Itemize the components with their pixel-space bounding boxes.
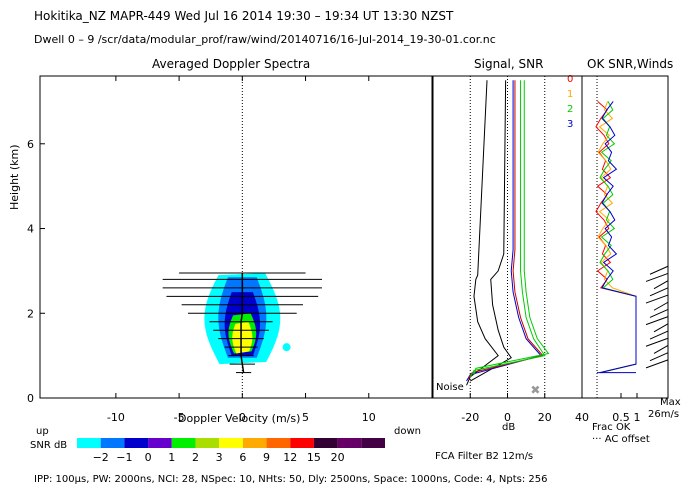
header-line2: Dwell 0 – 9 /scr/data/modular_prof/raw/w… — [34, 33, 496, 46]
snr-color-scale: −2 −1 0 1 2 3 6 9 12 15 20 — [77, 438, 385, 464]
wind-barb — [649, 265, 669, 275]
wind-barb — [653, 345, 669, 354]
snr-color-swatch — [361, 438, 385, 448]
wind-barb — [649, 352, 669, 362]
snr-tick-label: 3 — [216, 451, 223, 464]
snr-tick-label: 6 — [239, 451, 246, 464]
y-tick-label: 4 — [27, 223, 34, 236]
y-tick-label: 0 — [27, 392, 34, 405]
x-axis-label: Doppler Velocity (m/s) — [178, 412, 301, 425]
wind-barb — [645, 359, 669, 369]
label-down: down — [394, 426, 421, 437]
winds-panel: 0.5 1 — [581, 75, 669, 424]
x-tick-label: 10 — [362, 411, 376, 424]
max-speed-label: 26m/s — [648, 409, 680, 420]
signal-title: Signal, SNR — [474, 57, 544, 71]
wind-barb — [649, 330, 669, 340]
snr-tick-label: 2 — [192, 451, 199, 464]
header-line1: Hokitika_NZ MAPR-449 Wed Jul 16 2014 19:… — [34, 9, 454, 23]
snr-color-swatch — [148, 438, 172, 448]
snr-tick-label: 1 — [168, 451, 175, 464]
max-label: Max — [660, 397, 681, 408]
legend-0: 0 — [567, 74, 574, 85]
wind-barb — [645, 316, 669, 326]
snr-tick-label: −2 — [93, 451, 109, 464]
signal-series-line — [473, 80, 550, 375]
spectra-frame — [39, 75, 433, 399]
wind-barb — [645, 272, 669, 282]
wind-barb — [649, 308, 669, 318]
x-tick-label: 0 — [239, 411, 246, 424]
ac-offset-label: ··· AC offset — [592, 434, 650, 445]
snr-tick-label: 0 — [145, 451, 152, 464]
snr-tick-label: 20 — [331, 451, 345, 464]
signal-series-line — [470, 80, 512, 382]
spectra-title: Averaged Doppler Spectra — [152, 57, 311, 71]
snr-color-swatch — [171, 438, 196, 448]
footer-params: IPP: 100μs, PW: 2000ns, NCI: 28, NSpec: … — [34, 474, 548, 485]
wind-barb — [653, 323, 669, 333]
y-tick-label: 6 — [27, 138, 34, 151]
signal-tick-label: 0 — [504, 411, 511, 424]
signal-series-line — [466, 80, 542, 382]
snr-color-swatch — [77, 438, 101, 448]
spectral-density-band — [232, 321, 253, 354]
spectra-panel: -10 -5 0 5 10 0 2 4 6 — [27, 75, 433, 424]
winds-tick-label: 1 — [634, 411, 641, 424]
y-tick-label: 2 — [27, 307, 34, 320]
wind-barb — [653, 280, 669, 290]
signal-tick-label: 40 — [575, 411, 589, 424]
signal-panel: -20 0 20 40✖ — [432, 75, 589, 424]
noise-marker: ✖ — [530, 383, 540, 397]
snr-color-swatch — [337, 438, 362, 448]
spectral-outlier-blob — [282, 343, 291, 352]
signal-xlabel: dB — [502, 422, 516, 433]
snr-color-swatch — [124, 438, 149, 448]
wind-barb — [645, 294, 669, 304]
snr-tick-label: 9 — [263, 451, 270, 464]
snr-tick-label: −1 — [116, 451, 132, 464]
winds-series-line — [599, 101, 637, 374]
legend-1: 1 — [567, 89, 574, 100]
snr-db-label: SNR dB — [30, 440, 68, 451]
winds-series-line — [597, 101, 637, 374]
snr-color-swatch — [290, 438, 314, 448]
snr-color-swatch — [100, 438, 125, 448]
noise-label: Noise — [436, 382, 464, 393]
signal-tick-label: -20 — [461, 411, 479, 424]
snr-color-swatch — [313, 438, 338, 448]
x-tick-label: -10 — [107, 411, 125, 424]
winds-tick-label: 0.5 — [612, 411, 630, 424]
wind-barb — [653, 301, 669, 311]
signal-tick-label: 20 — [538, 411, 552, 424]
snr-tick-label: 15 — [307, 451, 321, 464]
signal-series-line — [469, 80, 546, 378]
legend-3: 3 — [567, 119, 574, 130]
snr-color-swatch — [195, 438, 220, 448]
x-tick-label: 5 — [302, 411, 309, 424]
snr-color-swatch — [266, 438, 291, 448]
snr-tick-label: 12 — [283, 451, 297, 464]
x-tick-label: -5 — [174, 411, 185, 424]
legend-2: 2 — [567, 104, 574, 115]
label-up: up — [36, 426, 49, 437]
snr-color-swatch — [242, 438, 267, 448]
fca-filter-label: FCA Filter B2 12m/s — [435, 451, 534, 462]
frac-ok-label: Frac OK — [592, 422, 631, 433]
winds-frame — [581, 75, 669, 399]
winds-title: OK SNR,Winds — [587, 57, 674, 71]
signal-series-line — [467, 80, 544, 380]
signal-series-line — [466, 80, 499, 386]
wind-barb — [645, 337, 669, 347]
snr-color-swatch — [219, 438, 243, 448]
wind-barb — [649, 287, 669, 297]
winds-series-line — [599, 101, 637, 374]
